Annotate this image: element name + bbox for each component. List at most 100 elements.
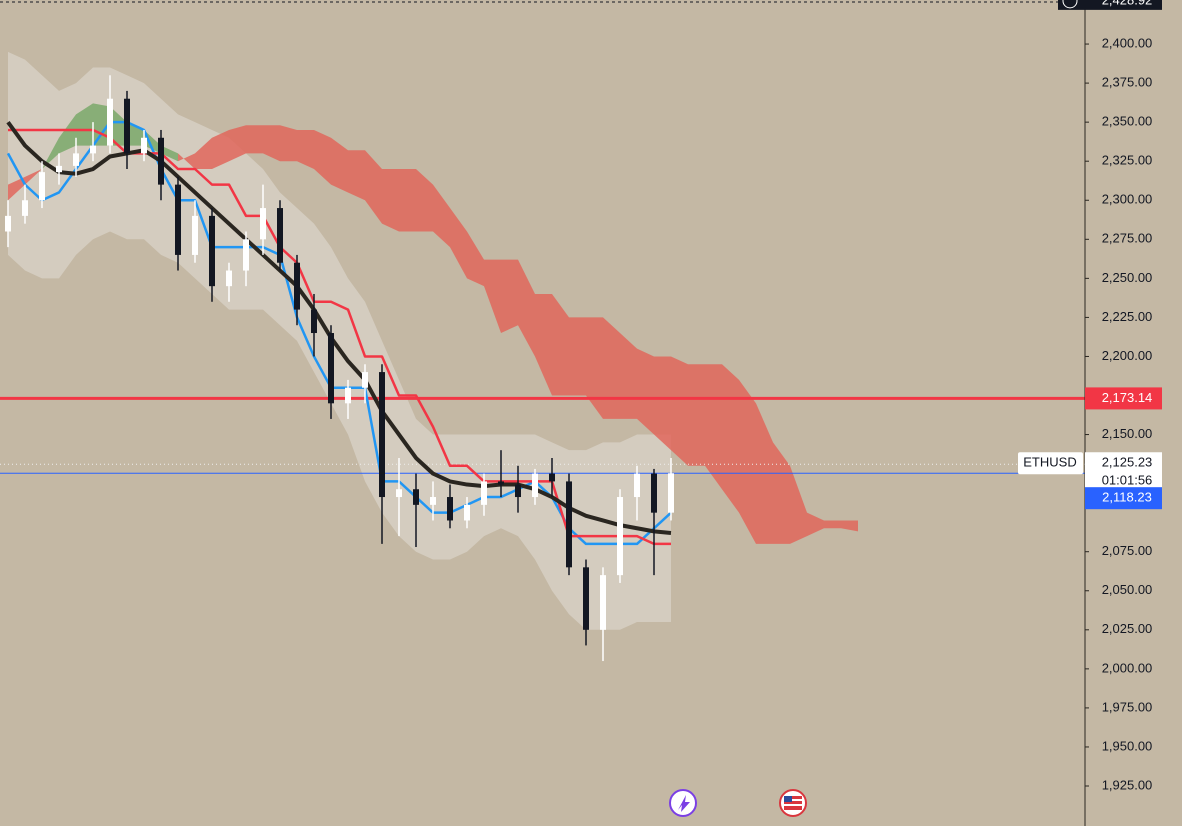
candle-body <box>549 473 555 482</box>
cloud-segment <box>484 259 501 334</box>
candle-body <box>396 489 402 498</box>
cloud-segment <box>654 356 671 451</box>
cloud-segment <box>246 125 263 154</box>
indicator-line <box>8 128 671 546</box>
crosshair-tag <box>1058 0 1162 10</box>
candle-body <box>481 481 487 505</box>
candle-body <box>345 387 351 404</box>
candle-body <box>90 145 96 154</box>
cloud-segment <box>382 169 399 232</box>
candle-body <box>107 98 113 146</box>
cloud-segment <box>8 176 25 201</box>
cloud-segment <box>586 317 603 419</box>
cloud-segment <box>603 317 620 419</box>
y-tick-label: 2,050.00 <box>1102 582 1153 597</box>
cloud-segment <box>229 125 246 162</box>
candle-body <box>668 473 674 513</box>
price-line-label: 2,173.14 <box>1102 390 1153 405</box>
candle-body <box>566 481 572 568</box>
y-tick-label: 1,975.00 <box>1102 699 1153 714</box>
y-tick-label: 2,350.00 <box>1102 114 1153 129</box>
cloud-segment <box>280 125 297 162</box>
plot-area <box>0 51 1085 662</box>
candle-body <box>192 215 198 255</box>
crosshair-plus[interactable] <box>1062 0 1078 9</box>
cloud-segment <box>195 137 212 170</box>
cloud-segment <box>637 348 654 435</box>
flag-icon[interactable] <box>779 789 807 817</box>
cloud-segment <box>535 293 552 396</box>
cloud-segment <box>314 129 331 185</box>
y-tick-label: 2,000.00 <box>1102 660 1153 675</box>
y-tick-label: 2,225.00 <box>1102 309 1153 324</box>
cloud-segment <box>841 520 858 532</box>
candle-body <box>430 497 436 505</box>
cloud-segment <box>739 379 756 544</box>
candle-body <box>158 137 164 185</box>
y-tick-label: 2,375.00 <box>1102 75 1153 90</box>
y-tick-label: 2,150.00 <box>1102 426 1153 441</box>
cloud-segment <box>212 129 229 170</box>
cloud-segment <box>501 259 518 334</box>
candle-body <box>73 153 79 166</box>
cloud-segment <box>161 145 178 162</box>
candle-body <box>311 309 317 334</box>
candle-body <box>447 497 453 521</box>
cloud-segment <box>416 169 433 232</box>
y-tick-label: 2,200.00 <box>1102 348 1153 363</box>
candle-body <box>379 372 385 498</box>
cloud-segment <box>144 129 161 154</box>
cloud-segment <box>399 169 416 232</box>
candle-body <box>175 184 181 255</box>
candle-body <box>5 215 11 232</box>
marker-tag <box>1085 487 1162 510</box>
crosshair-label: 2,428.92 <box>1102 0 1153 7</box>
last-price-label: 2,125.23 <box>1102 455 1153 470</box>
countdown-label: 01:01:56 <box>1102 473 1153 488</box>
y-tick-label: 2,075.00 <box>1102 543 1153 558</box>
candle-body <box>22 200 28 216</box>
cloud-segment <box>450 208 467 279</box>
candle-body <box>260 208 266 240</box>
candle-body <box>124 98 130 154</box>
candle-body <box>226 270 232 287</box>
cloud-segment <box>467 231 484 287</box>
cloud-segment <box>773 442 790 544</box>
cloud-segment <box>671 356 688 466</box>
cloud-segment <box>569 317 586 396</box>
candle-body <box>600 575 606 630</box>
cloud-segment <box>705 364 722 490</box>
candle-body <box>141 137 147 154</box>
candle-body <box>328 333 334 404</box>
y-tick-label: 1,950.00 <box>1102 738 1153 753</box>
symbol-label: ETHUSD <box>1023 455 1076 470</box>
candle-body <box>362 372 368 388</box>
symbol-tag <box>1018 452 1083 475</box>
candle-body <box>583 567 589 630</box>
cloud-segment <box>297 129 314 170</box>
indicator-line <box>6 120 672 535</box>
cloud-segment <box>331 137 348 193</box>
y-tick-label: 2,025.00 <box>1102 621 1153 636</box>
candle-body <box>515 484 521 498</box>
candle-body <box>294 262 300 310</box>
y-tick-label: 2,275.00 <box>1102 231 1153 246</box>
last-price-tag <box>1085 452 1162 493</box>
cloud-segment <box>518 259 535 357</box>
y-tick-label: 2,400.00 <box>1102 35 1153 50</box>
cloud-segment <box>178 153 195 170</box>
candle-body <box>413 489 419 505</box>
y-tick-label: 2,250.00 <box>1102 270 1153 285</box>
candle-body <box>464 504 470 521</box>
candle-body <box>532 473 538 498</box>
cloud-segment <box>76 103 93 146</box>
candle-body <box>634 473 640 498</box>
right-strip <box>1170 0 1182 826</box>
cloud-segment <box>552 293 569 396</box>
candle-body <box>209 215 215 287</box>
cloud-segment <box>807 512 824 537</box>
event-icon[interactable] <box>669 789 697 817</box>
cloud-segment <box>722 364 739 513</box>
candle-body <box>56 165 62 173</box>
